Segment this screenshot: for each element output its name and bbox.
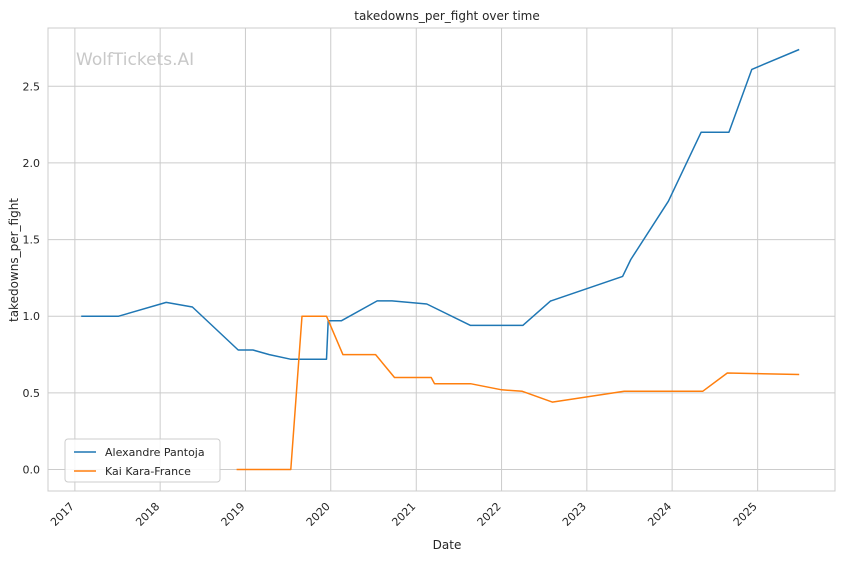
legend-label-kara-france: Kai Kara-France (105, 465, 191, 478)
y-tick-label: 2.5 (23, 80, 41, 93)
y-axis-ticks: 0.0 0.5 1.0 1.5 2.0 2.5 (23, 80, 41, 476)
x-axis-label: Date (433, 538, 462, 552)
series-line-alexandre-pantoja (81, 48, 800, 360)
series-lines (81, 48, 800, 471)
y-axis-label: takedowns_per_fight (7, 198, 21, 322)
y-tick-label: 2.0 (23, 157, 41, 170)
chart-title: takedowns_per_fight over time (354, 9, 540, 23)
plot-frame (47, 27, 836, 492)
y-tick-label: 0.5 (23, 387, 41, 400)
y-tick-label: 0.0 (23, 464, 41, 477)
gridlines (48, 28, 835, 491)
series-line-kai-kara-france (236, 315, 800, 471)
watermark: WolfTickets.AI (76, 50, 194, 70)
y-tick-label: 1.5 (23, 234, 41, 247)
legend-box (64, 438, 221, 483)
legend-label-pantoja: Alexandre Pantoja (105, 446, 205, 459)
y-tick-label: 1.0 (23, 310, 41, 323)
legend: Alexandre Pantoja Kai Kara-France (64, 438, 221, 483)
